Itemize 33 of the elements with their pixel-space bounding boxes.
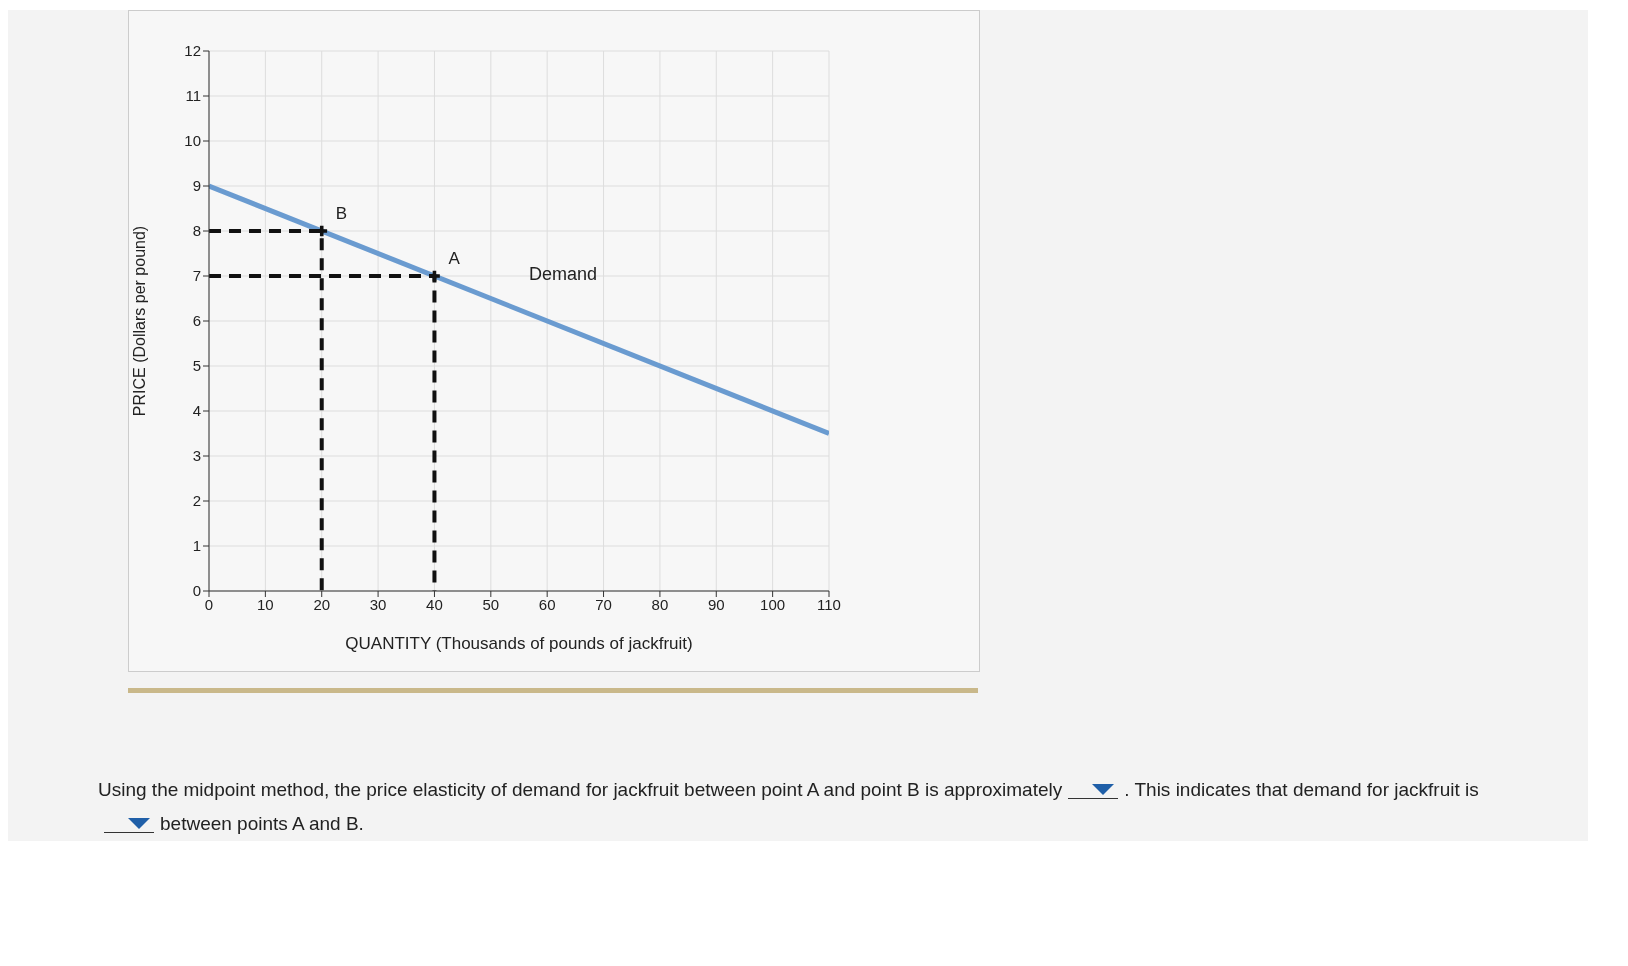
x-tick-label: 110	[817, 595, 841, 613]
x-tick-label: 60	[538, 595, 556, 613]
y-tick-label: 5	[192, 357, 201, 375]
annotation: A	[448, 249, 461, 268]
x-tick-label: 10	[257, 595, 274, 613]
text: Using the midpoint method, the price elasticity of demand for jackfruit between point A and point B is approximately	[98, 779, 1063, 800]
y-tick-label: 3	[192, 447, 201, 465]
y-tick-label: 1	[192, 537, 201, 555]
y-axis-title: PRICE (Dollars per pound)	[130, 225, 148, 417]
annotation: B	[335, 204, 348, 223]
x-tick-label: 100	[760, 595, 786, 613]
y-tick-label: 6	[192, 312, 201, 330]
y-tick-label: 8	[192, 222, 201, 240]
x-tick-label: 30	[369, 595, 387, 613]
series-label: Demand	[529, 263, 598, 284]
x-tick-label: 90	[707, 595, 725, 613]
y-tick-label: 11	[185, 87, 201, 105]
x-tick-label: 80	[651, 595, 669, 613]
text: between points A and B.	[160, 813, 364, 834]
x-tick-label: 40	[426, 595, 443, 613]
y-tick-label: 0	[192, 582, 201, 600]
x-tick-label: 20	[313, 595, 331, 613]
x-tick-label: 50	[482, 595, 500, 613]
x-axis-title: QUANTITY (Thousands of pounds of jackfruit)	[345, 634, 693, 653]
text: . This indicates that demand for jackfruit is	[1124, 779, 1479, 800]
x-tick-label: 70	[595, 595, 612, 613]
y-tick-label: 9	[192, 177, 201, 195]
y-tick-label: 12	[184, 42, 201, 60]
y-tick-label: 2	[192, 492, 201, 510]
y-tick-label: 7	[192, 267, 201, 285]
y-tick-label: 10	[184, 132, 201, 150]
y-tick-label: 4	[192, 402, 201, 420]
x-tick-label: 0	[204, 595, 214, 613]
